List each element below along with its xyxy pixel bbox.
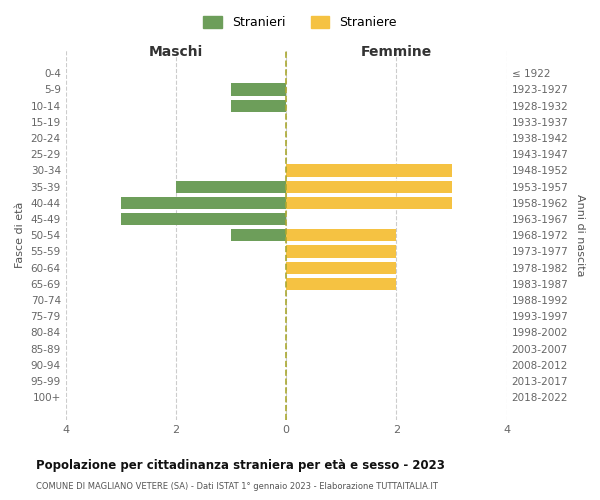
Bar [286, 180, 452, 192]
Bar [121, 213, 286, 225]
Bar [286, 229, 397, 241]
Bar [286, 246, 397, 258]
Bar [286, 164, 452, 176]
Text: Femmine: Femmine [361, 44, 432, 59]
Bar [286, 197, 452, 209]
Text: Popolazione per cittadinanza straniera per età e sesso - 2023: Popolazione per cittadinanza straniera p… [36, 460, 445, 472]
Y-axis label: Anni di nascita: Anni di nascita [575, 194, 585, 276]
Bar [231, 100, 286, 112]
Bar [176, 180, 286, 192]
Text: COMUNE DI MAGLIANO VETERE (SA) - Dati ISTAT 1° gennaio 2023 - Elaborazione TUTTA: COMUNE DI MAGLIANO VETERE (SA) - Dati IS… [36, 482, 438, 491]
Legend: Stranieri, Straniere: Stranieri, Straniere [198, 11, 402, 34]
Y-axis label: Fasce di età: Fasce di età [15, 202, 25, 268]
Bar [286, 262, 397, 274]
Bar [231, 84, 286, 96]
Bar [286, 278, 397, 290]
Bar [121, 197, 286, 209]
Bar [231, 229, 286, 241]
Text: Maschi: Maschi [149, 44, 203, 59]
